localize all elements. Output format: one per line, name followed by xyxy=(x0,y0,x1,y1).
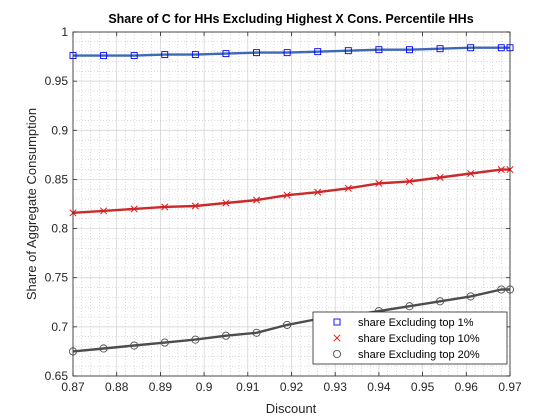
y-tick-label: 0.65 xyxy=(45,369,69,383)
x-tick-label: 0.92 xyxy=(280,380,304,394)
legend-label: share Excluding top 20% xyxy=(358,349,480,361)
data-point xyxy=(405,177,414,185)
data-point xyxy=(161,203,169,211)
legend-label: share Excluding top 10% xyxy=(358,333,480,345)
data-point xyxy=(436,45,444,53)
data-point xyxy=(100,52,108,60)
data-point xyxy=(130,52,138,60)
marker-stroke xyxy=(283,191,291,199)
x-tick-label: 0.95 xyxy=(411,380,435,394)
x-tick-label: 0.89 xyxy=(149,380,173,394)
y-tick-labels: 0.65 0.7 0.75 0.8 0.85 0.9 0.95 1 xyxy=(45,25,69,383)
x-tick-label: 0.97 xyxy=(498,380,522,394)
y-tick-label: 0.9 xyxy=(51,123,68,137)
marker-stroke xyxy=(191,202,199,210)
marker-stroke xyxy=(314,188,322,196)
data-point xyxy=(466,292,475,301)
data-point xyxy=(283,320,292,329)
y-tick-label: 0.75 xyxy=(45,271,69,285)
marker-stroke xyxy=(333,334,341,342)
x-tick-label: 0.88 xyxy=(105,380,129,394)
series-line xyxy=(72,288,510,353)
data-point xyxy=(160,338,169,347)
axis-ticks xyxy=(72,31,511,377)
marker-stroke xyxy=(405,177,414,185)
data-point xyxy=(467,44,475,52)
data-point xyxy=(130,205,138,213)
chart-title: Share of C for HHs Excluding Highest X C… xyxy=(108,12,473,26)
marker-stroke xyxy=(222,199,230,207)
y-tick-label: 0.8 xyxy=(51,222,68,236)
marker-stroke xyxy=(161,203,169,211)
data-point xyxy=(222,199,230,207)
data-point xyxy=(191,51,199,59)
legend-marker xyxy=(333,334,341,342)
marker-stroke xyxy=(436,173,444,182)
x-axis-label: Discount xyxy=(266,401,317,416)
data-point xyxy=(283,49,291,57)
data-point xyxy=(222,50,230,58)
marker-stroke xyxy=(375,179,383,187)
y-tick-label: 0.85 xyxy=(45,172,69,186)
legend-entry: share Excluding top 20% xyxy=(332,349,480,361)
data-point xyxy=(283,191,291,199)
data-point xyxy=(100,207,108,215)
x-tick-label: 0.9 xyxy=(196,380,213,394)
data-point xyxy=(344,184,352,192)
data-point xyxy=(252,328,261,337)
data-point xyxy=(344,47,352,55)
data-point xyxy=(497,285,506,294)
data-point xyxy=(221,331,230,340)
data-point xyxy=(161,51,169,59)
x-tick-label: 0.94 xyxy=(367,380,391,394)
series-2 xyxy=(69,166,514,217)
x-tick-labels: 0.87 0.88 0.89 0.9 0.91 0.92 0.93 0.94 0.95 0.96 0… xyxy=(61,380,522,394)
marker-stroke xyxy=(100,207,108,215)
minor-grid xyxy=(73,32,510,376)
y-tick-label: 1 xyxy=(61,25,68,39)
marker-stroke xyxy=(497,166,505,174)
legend-box xyxy=(312,311,508,365)
data-point xyxy=(497,44,505,52)
marker-stroke xyxy=(252,196,261,204)
data-point xyxy=(191,202,199,210)
legend-entry: share Excluding top 10% xyxy=(333,333,480,345)
data-point xyxy=(252,196,261,204)
legend-marker xyxy=(332,349,342,359)
y-axis-label: Share of Aggregate Consumption xyxy=(24,108,39,300)
data-point xyxy=(436,173,444,182)
y-tick-label: 0.95 xyxy=(45,74,69,88)
data-point xyxy=(191,335,200,344)
data-point xyxy=(314,188,322,196)
marker-stroke xyxy=(344,184,352,192)
y-tick-label: 0.7 xyxy=(51,320,68,334)
legend: share Excluding top 1% share Excluding to… xyxy=(312,311,508,365)
x-tick-label: 0.96 xyxy=(455,380,479,394)
data-point xyxy=(314,48,322,56)
marker-stroke xyxy=(130,205,138,213)
series-1 xyxy=(69,44,514,60)
data-point xyxy=(375,179,383,187)
x-tick-label: 0.93 xyxy=(324,380,348,394)
data-point xyxy=(130,341,139,350)
data-point xyxy=(436,297,445,306)
x-tick-label: 0.91 xyxy=(236,380,260,394)
data-point xyxy=(406,46,413,54)
data-point xyxy=(467,169,475,178)
series-layer xyxy=(68,44,515,356)
legend-entry: share Excluding top 1% xyxy=(333,317,474,329)
x-tick-label: 0.87 xyxy=(61,380,85,394)
legend-marker xyxy=(333,318,341,326)
data-point xyxy=(99,344,108,353)
marker-stroke xyxy=(467,169,475,178)
data-point xyxy=(253,49,260,57)
data-point xyxy=(405,302,414,311)
series-line xyxy=(72,168,510,214)
data-point xyxy=(375,46,383,54)
legend-label: share Excluding top 1% xyxy=(358,317,474,329)
series-line xyxy=(73,46,510,57)
data-point xyxy=(497,166,505,174)
